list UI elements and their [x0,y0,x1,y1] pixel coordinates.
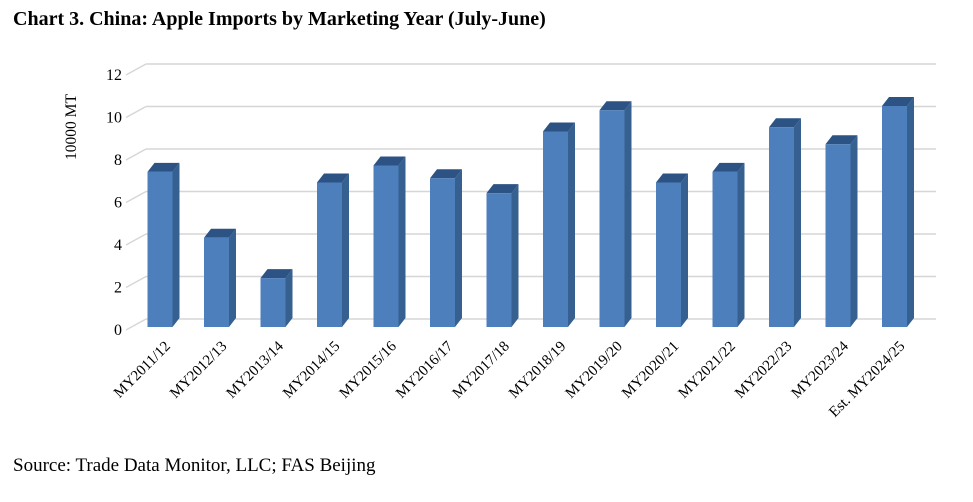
bar-front-face [543,131,568,327]
bar-top-face [317,173,349,183]
y-tick-label: 6 [114,195,122,212]
bar-front-face [204,237,229,327]
bar-side-face [850,135,858,327]
bar-front-face [712,171,738,327]
bar-side-face [455,169,462,327]
y-tick-label: 4 [114,237,122,254]
gridline-depth-connector [125,148,147,161]
bar-side-face [511,184,519,327]
bar-my2021-22 [712,162,745,327]
bar-top-face [769,118,801,128]
chart-title: Chart 3. China: Apple Imports by Marketi… [13,8,546,30]
x-tick-label: MY2014/15 [280,339,343,402]
bar-side-face [398,156,406,327]
x-tick-label: MY2016/17 [393,338,457,402]
bar-side-face [681,173,688,327]
bar-side-face [342,173,349,327]
bar-my2011-12 [147,162,180,327]
bar-front-face [317,182,342,327]
bar-side-face [285,269,293,327]
gridlines [125,63,936,331]
gridline-depth-connector [125,318,147,331]
x-tick-label: MY2020/21 [619,339,682,402]
x-tick-label: MY2017/18 [450,339,513,402]
bar-my2014-15 [317,173,349,327]
source-caption: Source: Trade Data Monitor, LLC; FAS Bei… [13,455,376,476]
bar-front-face [373,165,399,327]
x-axis-tick-labels: MY2011/12MY2012/13MY2013/14MY2014/15MY20… [111,338,908,420]
bar-front-face [656,182,681,327]
x-tick-label: MY2018/19 [506,339,569,402]
bar-top-face [204,228,236,238]
bar-top-face [656,173,688,183]
y-axis-title: 10000 MT [63,94,80,160]
bar-my2012-13 [204,228,236,327]
gridline-depth-connector [125,105,147,119]
bar-top-face [882,97,914,106]
gridline-depth-connector [125,190,147,204]
gridline-depth-connector [125,63,147,76]
x-tick-label: MY2011/12 [111,339,174,402]
bar-front-face [486,193,512,327]
bar-my2017-18 [486,184,519,327]
bar-side-face [794,118,801,327]
bar-side-face [624,101,632,327]
bar-top-face [260,269,293,279]
y-tick-label: 8 [114,152,122,169]
bar-my2016-17 [430,169,462,327]
x-tick-label: MY2019/20 [563,339,626,402]
bar-front-face [599,110,625,327]
bars [147,97,914,327]
bar-my2022-23 [769,118,801,327]
bar-top-face [430,169,462,179]
bar-est-my2024-25 [882,97,914,327]
bar-front-face [430,178,455,327]
bar-top-face [147,162,180,172]
bar-top-face [825,135,858,145]
x-tick-label: MY2015/16 [337,338,401,402]
bar-side-face [907,97,914,327]
y-tick-label: 10 [106,110,122,127]
bar-my2020-21 [656,173,688,327]
y-tick-label: 2 [114,280,122,297]
bar-my2018-19 [543,122,575,327]
bar-front-face [769,127,794,327]
bar-front-face [882,106,907,327]
bar-top-face [712,162,745,172]
bar-front-face [260,278,286,327]
x-tick-label: MY2013/14 [224,338,288,402]
bar-front-face [825,144,851,327]
y-axis-tick-labels: 0 2 4 6 8 10 12 [106,67,122,339]
x-tick-label: MY2012/13 [167,339,230,402]
gridline-depth-connector [125,275,147,289]
bar-front-face [147,171,173,327]
bar-my2013-14 [260,269,293,327]
y-tick-label: 0 [114,322,122,339]
bar-side-face [737,162,745,327]
bar-top-face [486,184,519,194]
x-tick-label: MY2021/22 [676,339,739,402]
bar-my2015-16 [373,156,406,327]
bar-side-face [229,228,236,327]
bar-top-face [543,122,575,132]
bar-side-face [568,122,575,327]
bar-top-face [599,101,632,111]
gridline-depth-connector [125,233,147,246]
bar-top-face [373,156,406,166]
y-tick-label: 12 [106,67,122,84]
bar-my2023-24 [825,135,858,327]
x-tick-label: MY2022/23 [732,339,795,402]
bar-my2019-20 [599,101,632,327]
bar-side-face [172,162,180,327]
